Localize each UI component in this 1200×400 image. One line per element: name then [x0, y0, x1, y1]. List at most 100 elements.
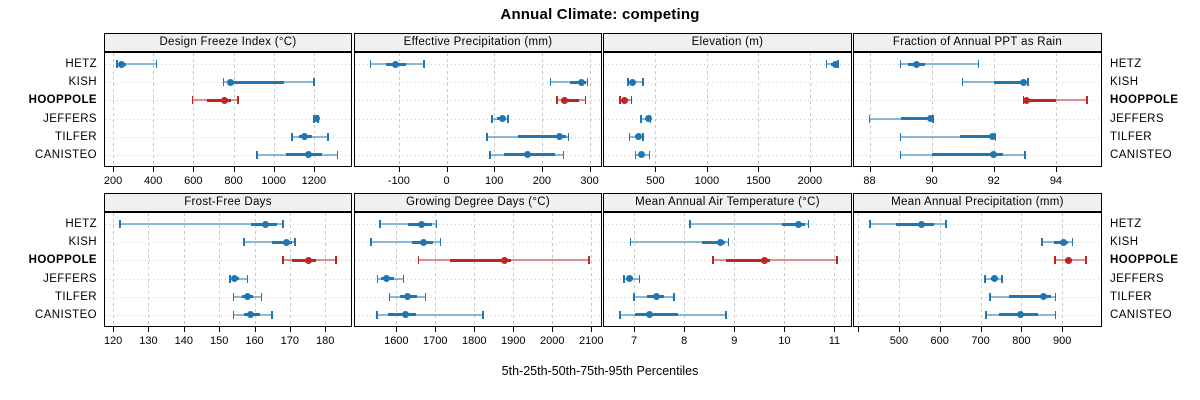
median-dot	[301, 133, 309, 141]
axis-tick	[552, 327, 553, 332]
whisker-range-25-75	[781, 222, 806, 227]
whisker-range-25-75	[726, 258, 770, 263]
median-dot	[652, 293, 660, 301]
whisker-range-5-95	[713, 259, 837, 262]
row-guide	[355, 137, 601, 138]
whisker-cap-low	[989, 292, 991, 301]
whisker-cap-low	[869, 220, 871, 229]
whisker-cap-low	[868, 114, 871, 123]
row-guide	[355, 119, 601, 120]
gridline	[148, 213, 149, 326]
whisker-cap-low	[191, 96, 194, 105]
whisker-cap-low	[491, 114, 493, 123]
station-label-right: TILFER	[1110, 290, 1153, 303]
whisker-cap-low	[232, 292, 235, 301]
gridline	[513, 213, 514, 326]
whisker-cap-high	[313, 78, 315, 87]
axis-tick-label: 1900	[501, 335, 526, 347]
station-label-left: HETZ	[65, 58, 97, 71]
axis-tick-label: 800	[224, 175, 243, 187]
median-dot	[304, 151, 312, 159]
whisker-cap-low	[985, 310, 987, 319]
row-guide	[355, 82, 601, 83]
axis-tick	[784, 327, 785, 332]
axis-tick-label: 1700	[423, 335, 448, 347]
row-guide	[355, 279, 601, 280]
gridline	[219, 213, 220, 326]
whisker-cap-high	[1086, 96, 1088, 105]
gridline	[1062, 213, 1063, 326]
axis-tick	[1062, 327, 1063, 332]
gridline	[474, 213, 475, 326]
whisker-range-25-75	[569, 80, 586, 85]
whisker-cap-high	[642, 78, 644, 87]
whisker-cap-high	[1001, 274, 1003, 283]
axis-tick-label: 1200	[301, 175, 327, 187]
axis-tick-label: 2000	[797, 175, 823, 187]
station-label-left: HOOPPOLE	[28, 94, 97, 107]
whisker-cap-low	[825, 60, 828, 69]
row-guide	[854, 315, 1101, 316]
gridline	[113, 213, 114, 326]
whisker-cap-low	[689, 220, 691, 229]
whisker-range-5-95	[120, 223, 283, 226]
gridline	[1056, 53, 1057, 166]
whisker-cap-high	[630, 96, 633, 105]
axis-tick	[447, 167, 448, 172]
median-dot	[401, 311, 409, 319]
median-dot	[760, 256, 768, 264]
gridline	[590, 53, 591, 166]
whisker-range-5-95	[243, 241, 296, 244]
median-dot	[230, 275, 238, 283]
axis-tick-label: 800	[1012, 335, 1031, 347]
axis-tick	[858, 327, 859, 332]
gridline	[234, 53, 235, 166]
whisker-cap-low	[984, 274, 986, 283]
station-label-left: TILFER	[54, 290, 97, 303]
axis-tick	[399, 167, 400, 172]
station-label-right: KISH	[1110, 236, 1139, 249]
whisker-range-25-75	[207, 98, 231, 103]
gridline	[399, 53, 400, 166]
row-guide	[105, 155, 351, 156]
whisker-range-25-75	[634, 312, 678, 317]
whisker-cap-low	[489, 150, 491, 159]
axis-tick-label: 150	[209, 335, 229, 347]
gridline	[870, 53, 871, 166]
whisker-cap-low	[282, 256, 284, 265]
whisker-cap-low	[116, 60, 118, 69]
gridline	[494, 53, 495, 166]
gridline	[435, 213, 436, 326]
panel-body	[354, 52, 602, 167]
panel-header: Design Freeze Index (°C)	[104, 33, 352, 52]
whisker-range-25-75	[518, 134, 566, 139]
station-label-left: JEFFERS	[43, 112, 97, 125]
median-dot	[795, 220, 803, 228]
whisker-cap-high	[584, 96, 587, 105]
axis-tick	[193, 167, 194, 172]
whisker-cap-high	[727, 238, 729, 247]
axis-tick	[542, 167, 543, 172]
row-guide	[604, 82, 851, 83]
median-dot	[990, 275, 998, 283]
axis-tick	[255, 327, 256, 332]
axis-tick-label: 300	[580, 175, 599, 187]
median-dot	[1059, 238, 1067, 246]
whisker-cap-low	[628, 132, 631, 141]
axis-tick-label: 600	[930, 335, 949, 347]
row-guide	[604, 155, 851, 156]
whisker-cap-low	[243, 238, 245, 247]
whisker-range-25-75	[229, 80, 284, 85]
whisker-cap-low	[633, 292, 635, 301]
panel-body	[603, 212, 852, 327]
gridline	[655, 53, 656, 166]
whisker-cap-high	[507, 114, 509, 123]
row-guide	[105, 242, 351, 243]
whisker-range-25-75	[560, 98, 580, 103]
median-dot	[1065, 256, 1073, 264]
axis-tick	[707, 167, 708, 172]
whisker-cap-high	[945, 220, 947, 229]
axis-tick-label: 140	[174, 335, 193, 347]
row-guide	[604, 279, 851, 280]
